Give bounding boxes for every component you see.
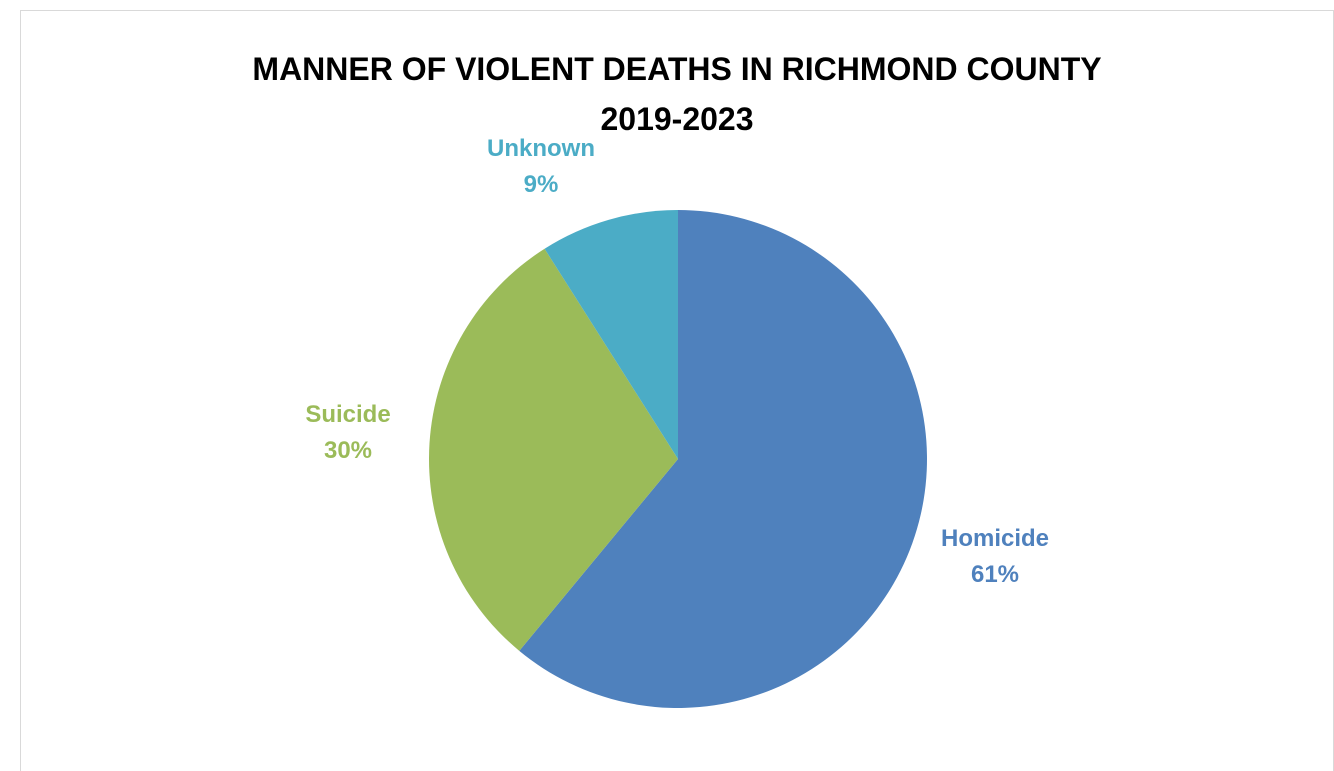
- data-label-suicide-percent: 30%: [324, 437, 372, 464]
- data-label-suicide-name: Suicide: [305, 401, 390, 428]
- data-label-homicide-name: Homicide: [941, 525, 1049, 552]
- data-label-unknown-name: Unknown: [487, 135, 595, 162]
- pie-slice-suicide: [429, 248, 678, 651]
- chart-title-line-2: 2019-2023: [600, 101, 754, 137]
- chart-title: MANNER OF VIOLENT DEATHS IN RICHMOND COU…: [0, 44, 1334, 144]
- pie-slice-homicide: [519, 210, 927, 708]
- pie-slice-unknown: [544, 210, 678, 459]
- chart-title-line-1: MANNER OF VIOLENT DEATHS IN RICHMOND COU…: [252, 51, 1102, 87]
- data-label-unknown-percent: 9%: [524, 171, 559, 198]
- data-label-homicide-percent: 61%: [971, 561, 1019, 588]
